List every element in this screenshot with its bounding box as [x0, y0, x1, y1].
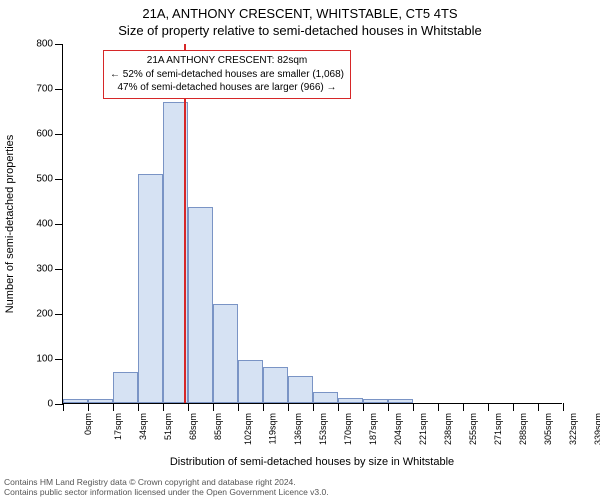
x-tick-label: 339sqm [593, 413, 600, 445]
y-tick [55, 314, 63, 315]
x-tick-label: 288sqm [518, 413, 528, 445]
data-attribution-footer: Contains HM Land Registry data © Crown c… [4, 477, 329, 498]
y-tick [55, 179, 63, 180]
x-tick [513, 403, 514, 411]
x-tick-label: 34sqm [138, 413, 148, 440]
histogram-bar [388, 399, 413, 403]
x-tick [213, 403, 214, 411]
y-tick-label: 0 [47, 399, 53, 410]
x-tick [63, 403, 64, 411]
x-tick [113, 403, 114, 411]
histogram-bar [263, 367, 288, 403]
x-axis-label: Distribution of semi-detached houses by … [62, 456, 562, 468]
x-tick-label: 102sqm [243, 413, 253, 445]
y-axis-label: Number of semi-detached properties [4, 44, 18, 404]
x-tick-label: 51sqm [163, 413, 173, 440]
x-tick [263, 403, 264, 411]
y-tick-label: 500 [36, 174, 53, 185]
histogram-bar [138, 174, 163, 404]
annotation-line-larger: 47% of semi-detached houses are larger (… [110, 81, 344, 95]
x-tick-label: 68sqm [188, 413, 198, 440]
x-tick-label: 119sqm [267, 413, 277, 444]
y-tick-label: 100 [36, 354, 53, 365]
x-tick [338, 403, 339, 411]
histogram-bar [338, 398, 363, 403]
footer-line: Contains public sector information licen… [4, 487, 329, 498]
x-tick [563, 403, 564, 411]
y-tick-label: 300 [36, 264, 53, 275]
x-tick-label: 170sqm [343, 413, 353, 445]
histogram-bar [113, 372, 138, 404]
x-tick [488, 403, 489, 411]
y-tick [55, 359, 63, 360]
y-tick [55, 89, 63, 90]
y-tick [55, 404, 63, 405]
x-tick-label: 187sqm [368, 413, 378, 445]
x-tick-label: 204sqm [393, 413, 403, 445]
y-tick [55, 44, 63, 45]
x-tick [313, 403, 314, 411]
x-tick-label: 255sqm [468, 413, 478, 445]
y-tick-label: 400 [36, 219, 53, 230]
x-tick-label: 305sqm [543, 413, 553, 445]
x-tick [163, 403, 164, 411]
annotation-line-property: 21A ANTHONY CRESCENT: 82sqm [110, 54, 344, 68]
y-tick-label: 700 [36, 84, 53, 95]
x-tick [363, 403, 364, 411]
x-tick-label: 238sqm [443, 413, 453, 445]
x-tick-label: 85sqm [213, 413, 223, 440]
x-tick [138, 403, 139, 411]
x-tick-label: 0sqm [83, 413, 93, 435]
annotation-line-smaller: ← 52% of semi-detached houses are smalle… [110, 68, 344, 82]
x-tick [463, 403, 464, 411]
chart-address-title: 21A, ANTHONY CRESCENT, WHITSTABLE, CT5 4… [0, 0, 600, 21]
x-tick [538, 403, 539, 411]
y-tick [55, 134, 63, 135]
histogram-bar [188, 207, 213, 403]
x-tick [438, 403, 439, 411]
x-tick [188, 403, 189, 411]
histogram-bar [213, 304, 238, 403]
histogram-bar [63, 399, 88, 403]
y-tick [55, 224, 63, 225]
property-annotation-box: 21A ANTHONY CRESCENT: 82sqm ← 52% of sem… [103, 50, 351, 99]
x-tick-label: 153sqm [318, 413, 328, 445]
x-tick [413, 403, 414, 411]
histogram-plot: 01002003004005006007008000sqm17sqm34sqm5… [62, 44, 562, 404]
y-tick-label: 200 [36, 309, 53, 320]
x-tick-label: 322sqm [568, 413, 578, 445]
y-tick-label: 600 [36, 129, 53, 140]
histogram-bar [313, 392, 338, 403]
x-tick-label: 221sqm [418, 413, 428, 445]
histogram-bar [238, 360, 263, 403]
y-tick [55, 269, 63, 270]
histogram-bar [88, 399, 113, 404]
x-tick-label: 17sqm [113, 413, 123, 440]
x-tick [288, 403, 289, 411]
x-tick [88, 403, 89, 411]
x-tick [238, 403, 239, 411]
footer-line: Contains HM Land Registry data © Crown c… [4, 477, 329, 488]
x-tick [388, 403, 389, 411]
x-tick-label: 136sqm [293, 413, 303, 445]
y-tick-label: 800 [36, 39, 53, 50]
x-tick-label: 271sqm [493, 413, 503, 445]
histogram-bar [363, 399, 388, 404]
chart-subtitle: Size of property relative to semi-detach… [0, 21, 600, 38]
histogram-bar [288, 376, 313, 403]
